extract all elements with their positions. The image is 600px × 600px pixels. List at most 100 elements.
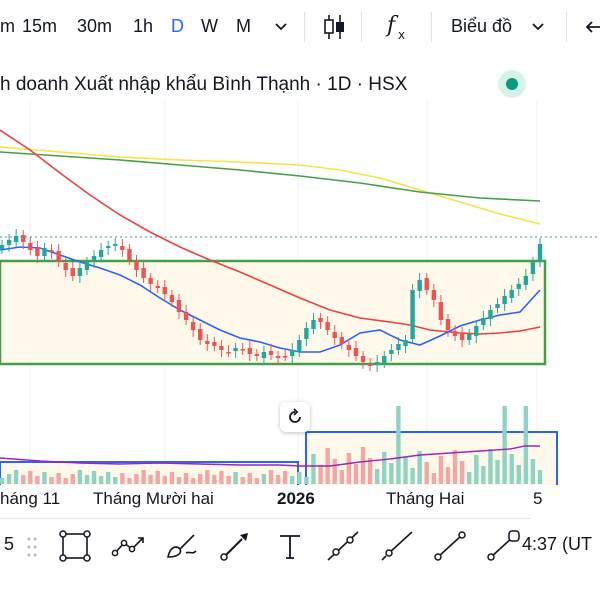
extended-line-icon[interactable] <box>485 528 521 564</box>
candle-body <box>240 349 245 351</box>
volume-bar <box>0 478 5 484</box>
candle-body <box>367 364 373 366</box>
timeframe-minutes[interactable]: m <box>0 16 15 36</box>
candle-body <box>424 278 429 290</box>
volume-bar <box>339 470 344 484</box>
path-icon[interactable] <box>111 528 147 564</box>
pencil-icon[interactable] <box>218 528 254 564</box>
candle-body <box>445 319 451 330</box>
candle-body <box>438 302 444 320</box>
volume-bar <box>318 465 323 484</box>
candle-body <box>70 268 75 276</box>
indicators-fx-icon[interactable]: f x <box>381 10 415 44</box>
volume-bar <box>176 477 182 484</box>
candle-body <box>353 348 359 356</box>
timeframe-day[interactable]: D <box>171 16 184 36</box>
candle-body <box>290 350 295 356</box>
candle-body <box>311 320 316 329</box>
rectangle-icon[interactable] <box>57 528 93 564</box>
candle-body <box>63 263 68 270</box>
timeframe-week[interactable]: W <box>201 16 218 36</box>
timezone-clock[interactable]: 4:37 (UT <box>522 534 593 554</box>
toolbar-divider <box>431 12 432 42</box>
drag-handle-icon[interactable] <box>26 536 38 558</box>
candle-body <box>247 348 252 354</box>
candle-body <box>49 250 54 252</box>
candle-body <box>212 342 217 346</box>
timeframe-1h[interactable]: 1h <box>133 16 154 36</box>
candlestick-series <box>0 229 543 372</box>
time-axis-label: Tháng Mười hai <box>93 489 214 508</box>
candle-body <box>105 246 111 248</box>
candle-body <box>28 243 33 250</box>
volume-bar <box>6 474 12 484</box>
volume-bar <box>98 476 104 484</box>
text-icon[interactable] <box>272 528 308 564</box>
drawing-toolbar <box>0 518 530 574</box>
chevron-down-icon[interactable] <box>264 10 298 44</box>
volume-bar <box>297 472 302 484</box>
candle-body <box>516 284 521 289</box>
ma-red-line <box>0 129 541 335</box>
price-chart[interactable] <box>0 100 600 485</box>
candle-body <box>219 346 224 350</box>
ma-green-line <box>0 151 541 202</box>
candle-body <box>35 248 40 256</box>
volume-bar <box>452 450 458 484</box>
volume-bar <box>148 475 153 484</box>
volume-bar <box>495 460 500 484</box>
chart-type-selector[interactable]: Biểu đồ <box>451 16 513 36</box>
volume-bar <box>35 476 40 484</box>
timeframe-30m[interactable]: 30m <box>77 16 113 36</box>
volume-bar <box>374 469 380 484</box>
candle-body <box>403 340 408 346</box>
market-status-indicator[interactable] <box>498 70 526 98</box>
chevron-down-icon[interactable] <box>521 10 555 44</box>
volume-bar <box>268 470 274 484</box>
candle-body <box>382 356 387 363</box>
candle-body <box>332 332 337 338</box>
volume-bar <box>261 474 267 484</box>
volume-bar <box>424 462 429 484</box>
ray-icon[interactable] <box>379 528 415 564</box>
candle-body <box>205 341 210 344</box>
volume-bar <box>141 470 146 484</box>
volume-bar <box>169 472 175 484</box>
candle-body <box>304 328 309 339</box>
volume-bar <box>190 478 196 484</box>
candle-body <box>502 296 507 304</box>
brush-icon[interactable] <box>164 528 200 564</box>
candle-body <box>339 337 344 344</box>
top-toolbar: m 15m 30m 1h D W M f x Biểu đồ <box>0 0 600 54</box>
reset-chart-button[interactable] <box>280 402 310 432</box>
market-open-dot <box>506 78 518 90</box>
candle-body <box>275 356 281 358</box>
candle-body <box>254 354 260 356</box>
volume-bar <box>410 468 415 484</box>
reset-icon <box>289 408 301 423</box>
undo-icon[interactable] <box>576 10 600 44</box>
trend-angle-icon[interactable] <box>325 528 361 564</box>
volume-bar <box>311 454 316 484</box>
volume-bar <box>467 472 472 484</box>
volume-bar <box>127 478 132 484</box>
volume-bar <box>360 447 366 484</box>
range-box <box>0 259 547 366</box>
timeframe-15m[interactable]: 15m <box>22 16 58 36</box>
candle-body <box>127 249 132 260</box>
toolbar-divider <box>304 12 305 42</box>
volume-bar <box>537 470 543 484</box>
candle-body <box>6 240 12 245</box>
volume-bar <box>212 475 217 484</box>
trend-line-icon[interactable] <box>432 528 468 564</box>
candle-body <box>481 318 486 325</box>
volume-bar <box>275 475 281 484</box>
ma-yellow-line <box>0 146 541 225</box>
candle-body <box>0 245 5 249</box>
candle-body <box>495 304 500 308</box>
symbol-legend-title[interactable]: h doanh Xuất nhập khẩu Bình Thạnh · 1D ·… <box>0 74 408 95</box>
candle-body <box>488 310 493 319</box>
candlestick-icon[interactable] <box>317 10 351 44</box>
time-axis-label: háng 11 <box>0 489 61 508</box>
timeframe-month[interactable]: M <box>236 16 251 36</box>
